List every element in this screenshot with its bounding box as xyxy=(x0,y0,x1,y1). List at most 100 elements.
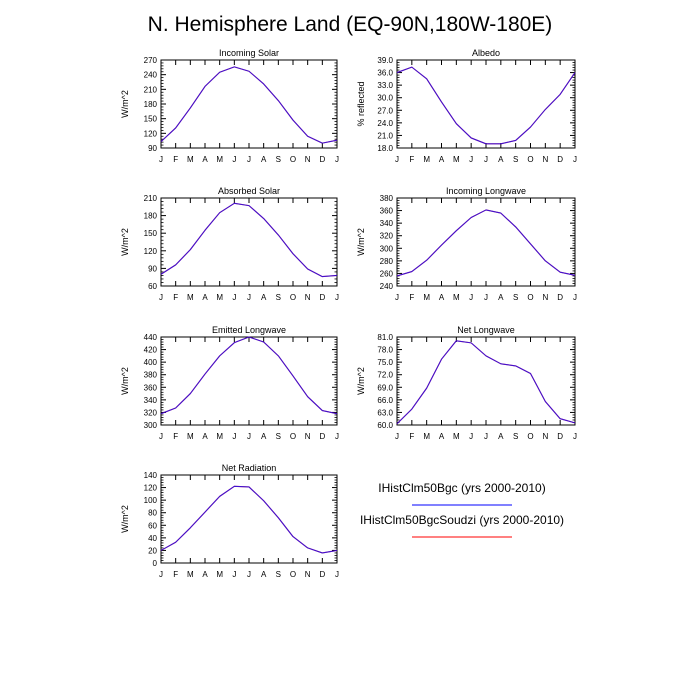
x-tick-label: A xyxy=(261,570,267,579)
x-tick-label: J xyxy=(573,293,577,302)
x-tick-label: A xyxy=(439,155,445,164)
x-tick-label: J xyxy=(232,570,236,579)
plot-frame xyxy=(396,336,576,426)
y-tick-label: 20 xyxy=(148,546,157,555)
x-tick-label: S xyxy=(513,155,518,164)
plot-frame xyxy=(160,59,338,149)
x-tick-label: J xyxy=(573,432,577,441)
x-tick-label: M xyxy=(216,432,223,441)
plot-frame xyxy=(160,197,338,287)
series-line-1 xyxy=(396,66,576,145)
y-tick-label: 320 xyxy=(380,232,394,241)
series-line-0 xyxy=(396,66,576,145)
x-tick-label: N xyxy=(542,293,548,302)
x-tick-label: F xyxy=(173,293,178,302)
y-tick-label: 180 xyxy=(144,212,158,221)
x-tick-label: N xyxy=(305,570,311,579)
x-tick-label: D xyxy=(319,432,325,441)
x-tick-label: O xyxy=(290,293,296,302)
y-tick-label: 90 xyxy=(148,144,157,153)
x-tick-label: A xyxy=(498,293,504,302)
y-tick-label: 30.0 xyxy=(377,94,393,103)
y-tick-label: 120 xyxy=(144,484,158,493)
x-tick-label: M xyxy=(423,432,430,441)
plot-frame xyxy=(160,474,338,564)
y-tick-label: 380 xyxy=(144,371,158,380)
x-tick-label: S xyxy=(276,570,281,579)
panel-title: Albedo xyxy=(472,48,500,58)
series-line-1 xyxy=(160,202,338,278)
x-tick-label: D xyxy=(319,570,325,579)
y-tick-label: 300 xyxy=(144,421,158,430)
x-tick-label: O xyxy=(527,432,533,441)
y-tick-label: 75.0 xyxy=(377,358,393,367)
y-tick-label: 400 xyxy=(144,358,158,367)
x-tick-label: J xyxy=(335,155,339,164)
x-tick-label: J xyxy=(335,293,339,302)
panel-emitted-longwave: Emitted Longwave W/m^2 300 320 340 360 380 400 4… xyxy=(120,325,339,441)
y-tick-label: 380 xyxy=(380,194,394,203)
panels: Incoming Solar W/m^2 90 120 150 180 210 240 270 J… xyxy=(120,48,577,579)
y-tick-label: 180 xyxy=(144,100,158,109)
x-tick-label: J xyxy=(247,293,251,302)
y-tick-label: 0 xyxy=(153,559,158,568)
x-tick-label: M xyxy=(453,155,460,164)
x-tick-label: D xyxy=(557,155,563,164)
x-tick-label: O xyxy=(290,432,296,441)
y-axis-label: W/m^2 xyxy=(356,228,366,256)
x-tick-label: A xyxy=(261,432,267,441)
x-tick-label: J xyxy=(159,293,163,302)
x-tick-label: F xyxy=(409,155,414,164)
y-tick-label: 420 xyxy=(144,346,158,355)
x-tick-label: N xyxy=(305,293,311,302)
y-tick-label: 240 xyxy=(144,71,158,80)
x-tick-label: A xyxy=(498,155,504,164)
x-tick-label: F xyxy=(173,570,178,579)
x-tick-label: S xyxy=(513,432,518,441)
y-tick-label: 18.0 xyxy=(377,144,393,153)
x-tick-label: M xyxy=(216,570,223,579)
y-tick-label: 40 xyxy=(148,534,157,543)
x-tick-label: J xyxy=(395,432,399,441)
x-tick-label: A xyxy=(261,155,267,164)
x-tick-label: J xyxy=(484,155,488,164)
y-tick-label: 27.0 xyxy=(377,106,393,115)
legend-label: IHistClm50Bgc (yrs 2000-2010) xyxy=(378,481,545,495)
x-tick-label: A xyxy=(202,432,208,441)
y-tick-label: 90 xyxy=(148,264,157,273)
x-tick-label: M xyxy=(187,432,194,441)
legend-label: IHistClm50BgcSoudzi (yrs 2000-2010) xyxy=(360,513,564,527)
x-tick-label: M xyxy=(187,293,194,302)
y-tick-label: 69.0 xyxy=(377,383,393,392)
y-axis-label: W/m^2 xyxy=(356,367,366,395)
y-tick-label: 81.0 xyxy=(377,333,393,342)
x-tick-label: J xyxy=(335,570,339,579)
y-tick-label: 210 xyxy=(144,85,158,94)
x-tick-label: N xyxy=(305,155,311,164)
y-tick-label: 80 xyxy=(148,509,157,518)
x-tick-label: J xyxy=(469,432,473,441)
x-tick-label: F xyxy=(173,155,178,164)
x-tick-label: M xyxy=(423,155,430,164)
series-line-0 xyxy=(160,66,338,144)
x-tick-label: M xyxy=(187,570,194,579)
x-tick-label: N xyxy=(542,155,548,164)
x-tick-label: J xyxy=(335,432,339,441)
x-tick-label: M xyxy=(216,293,223,302)
y-tick-label: 78.0 xyxy=(377,346,393,355)
y-axis-label: W/m^2 xyxy=(120,367,130,395)
plot-frame xyxy=(396,197,576,287)
x-tick-label: J xyxy=(159,570,163,579)
series-line-0 xyxy=(160,485,338,554)
series-line-0 xyxy=(396,340,576,425)
x-tick-label: M xyxy=(187,155,194,164)
x-tick-label: D xyxy=(557,432,563,441)
plot-frame xyxy=(396,59,576,149)
y-tick-label: 72.0 xyxy=(377,371,393,380)
x-tick-label: A xyxy=(202,570,208,579)
y-tick-label: 270 xyxy=(144,56,158,65)
x-tick-label: J xyxy=(469,155,473,164)
y-tick-label: 340 xyxy=(380,219,394,228)
y-tick-label: 120 xyxy=(144,247,158,256)
